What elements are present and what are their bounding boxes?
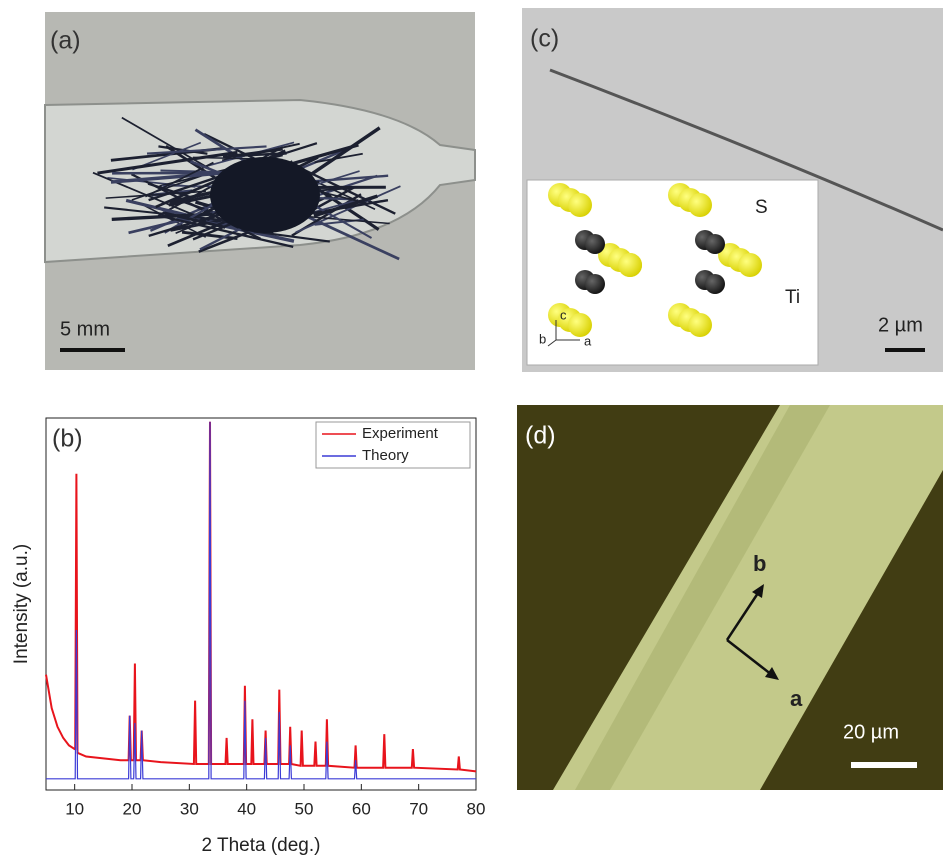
axis-label: b xyxy=(539,331,546,346)
panel-a: (a) 5 mm xyxy=(45,12,475,370)
atom-label: Ti xyxy=(785,287,800,308)
sulfur-atom xyxy=(738,253,762,277)
x-tick-label: 30 xyxy=(180,799,199,818)
panel-label: (c) xyxy=(530,25,559,53)
x-tick-label: 10 xyxy=(65,799,84,818)
x-tick-label: 80 xyxy=(467,799,486,818)
x-tick-label: 20 xyxy=(123,799,142,818)
panel-label: (b) xyxy=(52,425,83,453)
axis-label: a xyxy=(584,333,592,348)
y-axis-label: Intensity (a.u.) xyxy=(11,544,32,664)
titanium-atom xyxy=(705,234,725,254)
plot-frame xyxy=(46,418,476,790)
sulfur-atom xyxy=(688,193,712,217)
atom-label: S xyxy=(755,197,768,218)
panel-b: (b) 2 Theta (deg.) Intensity (a.u.) 10 20… xyxy=(11,418,485,856)
titanium-atom xyxy=(585,274,605,294)
scale-label: 2 µm xyxy=(878,314,923,336)
legend-label: Experiment xyxy=(362,425,439,442)
scale-label: 5 mm xyxy=(60,318,110,340)
x-axis-label: 2 Theta (deg.) xyxy=(201,835,320,856)
legend-label: Theory xyxy=(362,447,409,464)
titanium-atom xyxy=(585,234,605,254)
titanium-atom xyxy=(705,274,725,294)
sulfur-atom xyxy=(618,253,642,277)
figure: (a) 5 mm S Ti c b a 2 µm (c) b a 20 µm (… xyxy=(0,0,943,864)
x-tick-label: 50 xyxy=(295,799,314,818)
axis-label: a xyxy=(790,686,803,711)
panel-c: S Ti c b a 2 µm (c) xyxy=(522,8,943,372)
axis-label: c xyxy=(560,307,567,322)
axis-label: b xyxy=(753,551,766,576)
sulfur-atom xyxy=(688,313,712,337)
x-tick-label: 40 xyxy=(237,799,256,818)
panel-label: (d) xyxy=(525,422,556,450)
sulfur-atom xyxy=(568,193,592,217)
panel-d: b a 20 µm (d) xyxy=(517,405,943,790)
needle-cluster xyxy=(210,157,320,233)
panel-label: (a) xyxy=(50,27,81,55)
scale-label: 20 µm xyxy=(843,721,899,743)
x-tick-label: 70 xyxy=(409,799,428,818)
x-tick-label: 60 xyxy=(352,799,371,818)
